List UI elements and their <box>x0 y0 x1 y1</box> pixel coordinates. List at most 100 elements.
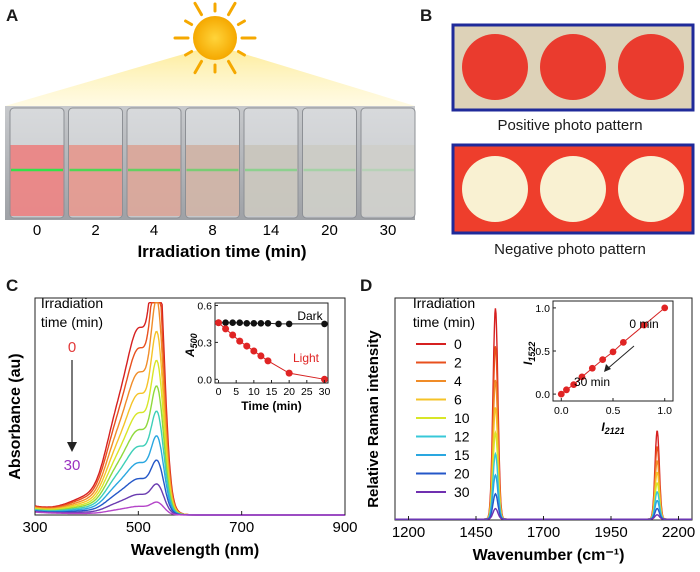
vial-outline <box>360 107 416 219</box>
d-inset-y-tick-label: 0.5 <box>535 346 550 358</box>
light-series-line <box>218 322 325 380</box>
d-inset-x-title: I2121 <box>601 420 624 436</box>
absorbance-series-line <box>34 359 345 516</box>
dark-data-point <box>275 320 282 328</box>
d-legend-label: 2 <box>454 355 462 371</box>
panel-b-patterns <box>451 23 695 235</box>
positive-red-dot <box>540 34 606 100</box>
panel-label-a: A <box>6 6 19 25</box>
light-data-point <box>243 342 251 350</box>
vial-solution <box>68 145 123 216</box>
c-inset-y-tick-label: 0.3 <box>197 337 212 349</box>
d-inset-data-point <box>640 321 648 329</box>
vial-solution <box>10 145 64 216</box>
light-data-point <box>222 325 230 333</box>
light-data-point <box>250 347 258 355</box>
d-legend-label: 4 <box>454 373 462 389</box>
d-x-tick-label: 1450 <box>459 524 492 541</box>
d-legend-label: 0 <box>454 336 462 352</box>
sun-ray <box>193 1 203 17</box>
d-x-axis-title: Wavenumber (cm⁻¹) <box>473 547 625 564</box>
panel-label-c: C <box>6 276 19 295</box>
vial-solution <box>302 145 357 216</box>
irradiation-time-tick: 14 <box>263 222 280 239</box>
raman-series-line <box>395 429 692 520</box>
raman-series-line <box>395 473 692 520</box>
sun-ray <box>227 1 237 17</box>
d-inset-y-title: I1522 <box>521 342 537 365</box>
dark-data-point <box>236 319 244 326</box>
positive-red-dot <box>618 34 684 100</box>
c-inset-x-tick-label: 10 <box>248 386 260 398</box>
c-x-tick-label: 900 <box>332 519 357 536</box>
irradiation-time-label: Irradiation time (min) <box>137 242 306 261</box>
irradiation-time-tick: 20 <box>321 222 338 239</box>
irradiation-time-tick: 30 <box>380 222 397 239</box>
c-legend-title-line2: time (min) <box>41 314 103 330</box>
vial-outline <box>126 107 182 219</box>
sun-ray <box>236 50 246 57</box>
d-inset-start-annotation: 0 min <box>629 317 658 331</box>
d-inset-y-tick-label: 1.0 <box>535 303 550 315</box>
c-x-tick-label: 700 <box>229 519 254 536</box>
d-x-tick-label: 1700 <box>527 524 560 541</box>
c-inset-x-tick-label: 30 <box>319 386 331 398</box>
c-y-axis-title: Absorbance (au) <box>7 353 24 479</box>
light-data-point <box>215 319 223 327</box>
d-inset-data-point <box>557 390 565 398</box>
dark-data-point <box>264 320 272 327</box>
light-data-point <box>257 352 265 360</box>
d-legend-label: 30 <box>454 484 470 500</box>
c-inset-frame <box>214 302 329 384</box>
d-inset-data-point <box>578 373 586 381</box>
sun-icon <box>173 1 257 75</box>
sun-ray <box>184 19 194 26</box>
vial-solution <box>185 145 240 216</box>
d-inset-arrow-shaft <box>605 345 635 371</box>
c-x-tick-label: 500 <box>126 519 151 536</box>
d-inset-x-tick-label: 0.0 <box>554 405 569 417</box>
c-inset-x-tick-label: 0 <box>216 386 222 398</box>
d-legend-title-line2: time (min) <box>413 314 475 330</box>
irradiation-time-tick: 0 <box>33 222 41 239</box>
d-legend-label: 20 <box>454 466 470 482</box>
d-inset-data-point <box>599 356 607 364</box>
light-data-point <box>264 357 272 365</box>
vial-solution <box>244 145 298 216</box>
raman-series-line <box>395 407 692 520</box>
dark-data-point <box>222 319 229 326</box>
d-legend-title-line1: Irradiation <box>413 295 475 311</box>
vial-solution <box>127 145 181 216</box>
d-inset-data-point <box>619 338 627 346</box>
panel-label-d: D <box>360 276 373 295</box>
irradiation-time-tick: 8 <box>208 222 216 239</box>
d-inset-x-tick-label: 0.5 <box>606 405 621 417</box>
d-legend-label: 15 <box>454 447 470 463</box>
d-legend-label: 6 <box>454 392 462 408</box>
c-legend-end-label: 30 <box>64 457 81 474</box>
vial-outline <box>9 107 65 219</box>
c-inset-x-tick-label: 20 <box>283 386 295 398</box>
vial-solution <box>361 145 415 216</box>
light-data-point <box>285 369 293 377</box>
d-inset-end-annotation: 30 min <box>574 375 610 389</box>
sun-ray <box>184 50 194 57</box>
d-x-tick-label: 2200 <box>662 524 695 541</box>
c-arrow-head <box>67 442 77 452</box>
d-inset-data-point <box>570 381 578 389</box>
c-inset-y-tick-label: 0.6 <box>197 300 212 312</box>
sun-ray <box>227 59 237 75</box>
dark-data-point <box>229 319 236 326</box>
d-legend-label: 12 <box>454 429 470 445</box>
d-inset-data-point <box>588 364 596 372</box>
light-beam <box>5 45 415 106</box>
raman-series-line <box>395 492 692 520</box>
negative-white-dot <box>618 156 684 222</box>
c-legend-title-line1: Irradiation <box>41 295 103 311</box>
negative-white-dot <box>462 156 528 222</box>
c-inset-x-tick-label: 5 <box>233 386 239 398</box>
d-inset-data-point <box>661 304 669 312</box>
dark-data-point <box>285 320 293 328</box>
irradiation-time-tick: 2 <box>91 222 99 239</box>
